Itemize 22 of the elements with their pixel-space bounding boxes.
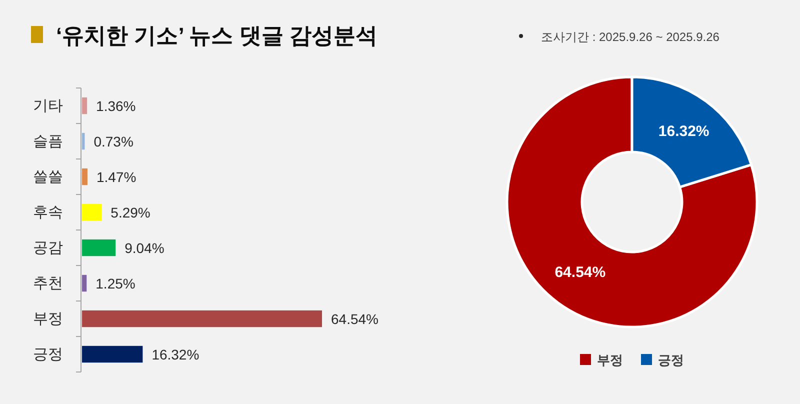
- legend-label: 부정: [597, 352, 623, 368]
- data-label: 1.36%: [96, 98, 136, 114]
- data-label: 1.25%: [96, 275, 136, 292]
- category-label: 슬픔: [33, 132, 63, 150]
- data-label: 16.32%: [658, 123, 710, 140]
- data-label: 64.54%: [331, 310, 378, 327]
- category-label: 기타: [33, 97, 63, 114]
- category-label: 부정: [33, 310, 63, 328]
- data-label: 16.32%: [152, 346, 200, 362]
- data-label: 9.04%: [124, 240, 164, 256]
- data-label: 0.73%: [94, 133, 134, 150]
- data-label: 64.54%: [554, 264, 606, 281]
- category-label: 긍정: [33, 346, 63, 363]
- data-label: 5.29%: [110, 204, 150, 220]
- data-label: 1.47%: [96, 168, 136, 185]
- category-label: 후속: [33, 204, 63, 221]
- category-label: 공감: [33, 239, 63, 256]
- category-label: 쓸쓸: [33, 168, 63, 186]
- annotation: 조사기간 : 2025.9.26 ~ 2025.9.26: [541, 30, 720, 44]
- category-label: 추천: [33, 274, 63, 292]
- legend-label: 긍정: [658, 352, 684, 368]
- title: ‘유치한 기소’ 뉴스 댓글 감성분석: [56, 23, 378, 48]
